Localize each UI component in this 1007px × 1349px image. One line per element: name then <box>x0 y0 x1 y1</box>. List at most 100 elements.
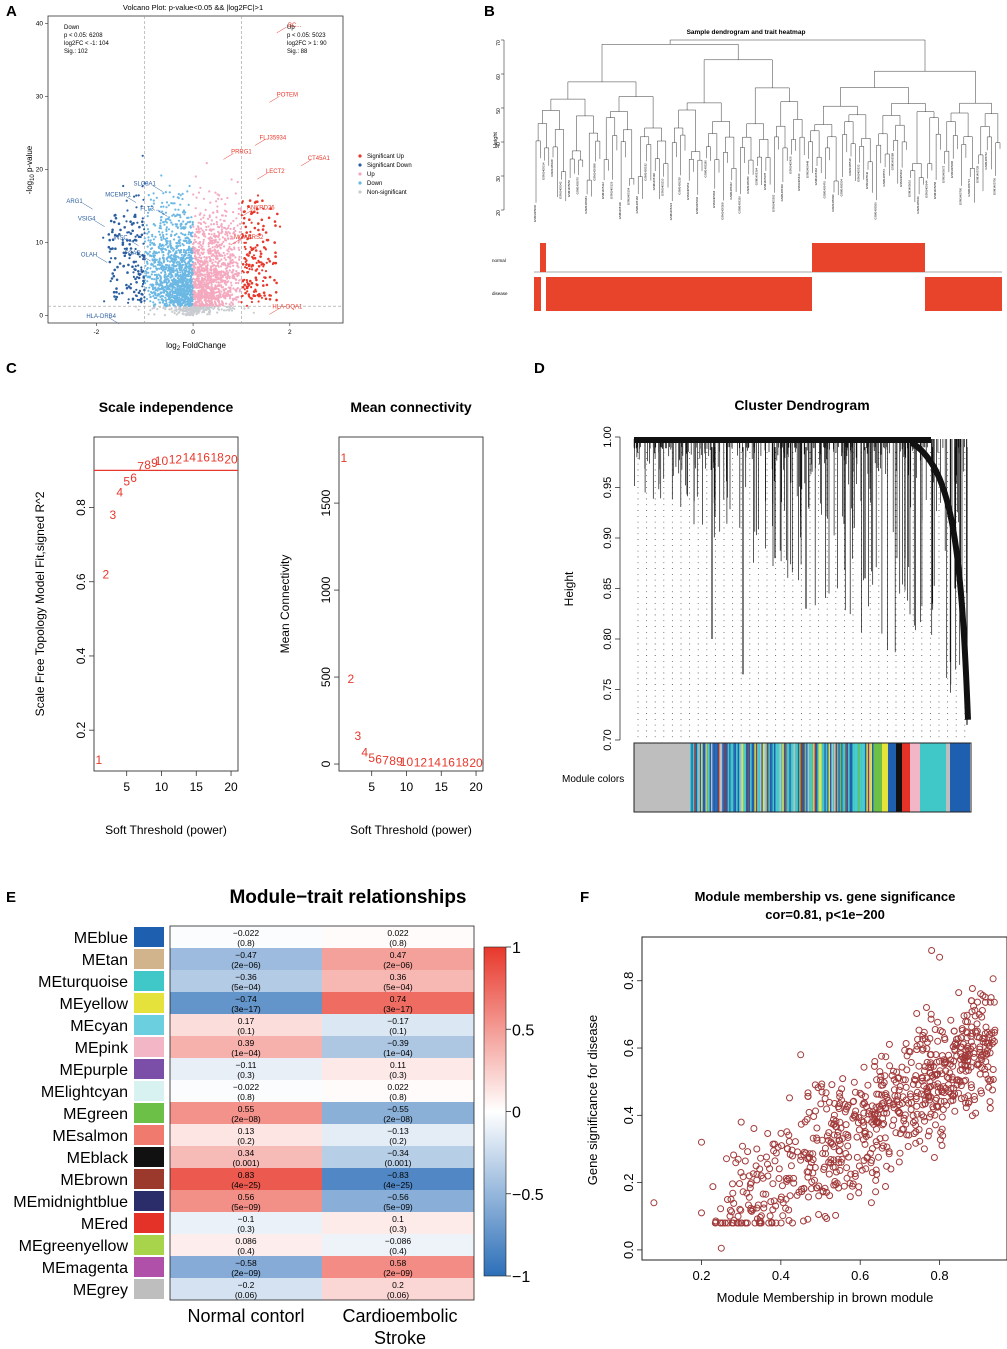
module-row: MEturquoise −0.36(5e−04)0.36(5e−04) <box>38 970 474 992</box>
volcano-point <box>191 296 194 299</box>
module-trait-title: Module−trait relationships <box>229 887 466 908</box>
correlation-cell <box>322 1256 474 1278</box>
volcano-point <box>250 221 253 224</box>
module-color-segment <box>802 743 804 812</box>
volcano-point <box>229 286 232 289</box>
sample-leaf-label: GSM1405658 <box>933 181 937 199</box>
module-name: MEblack <box>67 1150 129 1167</box>
volcano-point <box>231 237 234 240</box>
volcano-point <box>192 292 195 295</box>
volcano-point <box>180 248 183 252</box>
gene-point <box>912 1128 920 1136</box>
volcano-point <box>181 293 184 296</box>
volcano-point <box>166 217 169 220</box>
volcano-point <box>182 290 185 293</box>
volcano-point <box>179 305 182 308</box>
module-color-segment <box>834 743 836 812</box>
volcano-point <box>186 190 189 193</box>
colorbar-tick-label: 0 <box>512 1105 521 1122</box>
volcano-point <box>205 287 208 290</box>
correlation-cell <box>322 1036 474 1058</box>
volcano-point <box>152 242 156 245</box>
volcano-point <box>195 294 199 297</box>
gene-point <box>938 1113 946 1121</box>
volcano-point <box>215 287 218 290</box>
gene-point <box>804 1155 812 1163</box>
gene-point <box>876 1105 884 1113</box>
gene-point <box>772 1202 780 1210</box>
volcano-point <box>199 254 202 257</box>
volcano-point <box>195 286 198 289</box>
volcano-point <box>163 223 166 226</box>
volcano-point <box>115 287 118 290</box>
dendrogram-branch <box>918 177 924 195</box>
volcano-point <box>178 268 181 272</box>
volcano-point <box>176 226 179 229</box>
volcano-point <box>147 230 150 233</box>
power-point-label: 9 <box>396 754 403 768</box>
volcano-point <box>264 276 267 280</box>
mean-connectivity-plot-area <box>338 436 484 772</box>
gene-point <box>803 1168 811 1176</box>
volcano-point <box>237 237 240 240</box>
volcano-point <box>188 262 191 266</box>
volcano-point <box>177 235 180 238</box>
gene-point <box>779 1212 787 1220</box>
volcano-point <box>144 282 147 285</box>
volcano-points <box>102 154 282 317</box>
p-value: (4e−25) <box>383 1180 413 1190</box>
volcano-point <box>189 285 192 288</box>
volcano-point <box>235 217 238 220</box>
volcano-point <box>142 242 145 245</box>
volcano-point <box>155 258 158 261</box>
dendrogram-branch <box>780 101 799 127</box>
membership-x-tick: 0.8 <box>931 1268 949 1283</box>
volcano-gene-labels: SLC8A1MCEMP1ARG1FLT3...VSIG4INSCFCAROLAH… <box>66 23 330 325</box>
volcano-point <box>159 225 162 228</box>
volcano-point <box>211 265 214 268</box>
correlation-cell <box>170 970 322 992</box>
volcano-point <box>229 237 232 240</box>
volcano-point <box>146 280 149 283</box>
gene-point <box>764 1172 772 1180</box>
volcano-point <box>133 238 137 242</box>
sample-leaf-label: GSM1405294 <box>712 190 716 208</box>
volcano-point <box>202 285 205 288</box>
volcano-point <box>152 202 155 205</box>
volcano-point <box>173 238 176 241</box>
volcano-point <box>126 239 129 242</box>
gene-point <box>879 1121 886 1129</box>
power-point-label: 1 <box>96 753 103 767</box>
volcano-point <box>255 207 259 211</box>
volcano-point <box>217 270 220 273</box>
volcano-point <box>210 283 213 286</box>
volcano-point <box>177 219 181 222</box>
volcano-point <box>179 238 182 241</box>
module-color-segment <box>814 743 817 812</box>
sample-dendrogram-y-tick: 60 <box>496 74 502 80</box>
volcano-point <box>165 239 168 243</box>
sample-leaf-label: GSM1405700 <box>959 187 963 205</box>
volcano-point <box>216 304 219 307</box>
correlation-value: −0.2 <box>238 1280 255 1290</box>
gene-point <box>864 1153 871 1161</box>
module-color-swatch <box>134 1147 164 1167</box>
volcano-point <box>195 196 198 199</box>
gene-point <box>827 1156 835 1163</box>
module-color-segment <box>775 743 777 812</box>
p-value: (0.001) <box>385 1158 412 1168</box>
volcano-point <box>102 236 105 239</box>
gene-point <box>811 1164 819 1171</box>
volcano-point <box>276 212 279 216</box>
gene-point <box>794 1148 801 1156</box>
dendrogram-branch <box>799 136 805 172</box>
dendrogram-branch <box>601 44 739 82</box>
volcano-point <box>229 307 232 310</box>
dendrogram-branch <box>916 111 935 164</box>
volcano-point <box>208 273 211 276</box>
volcano-point <box>163 280 166 283</box>
volcano-point <box>242 210 246 214</box>
power-point-label: 9 <box>151 456 158 470</box>
gene-point <box>770 1147 778 1155</box>
